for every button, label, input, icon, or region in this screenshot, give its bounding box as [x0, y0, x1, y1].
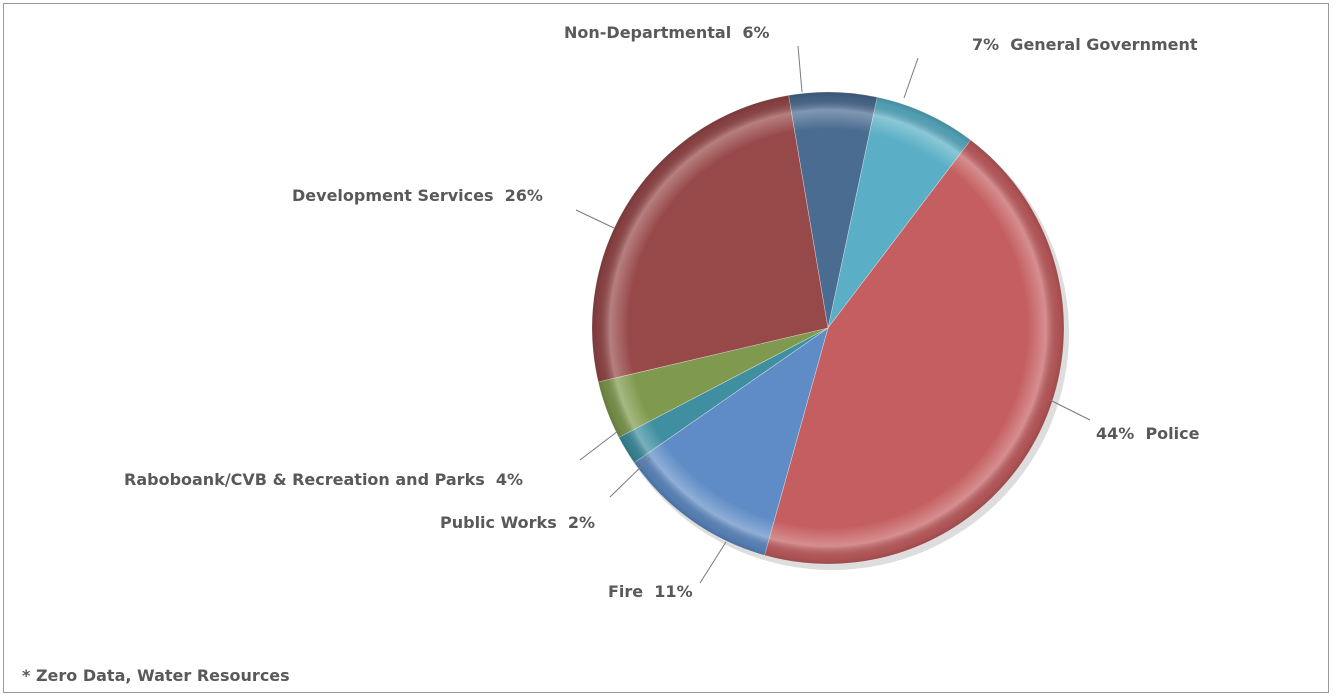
slice-label-general-government: 7% General Government	[972, 35, 1198, 54]
leader-line-general-government	[903, 57, 919, 99]
leader-line-non-departmental	[797, 45, 803, 93]
slice-label-public-works: Public Works 2%	[440, 513, 595, 532]
slice-label-raboboank-recreation-parks: Raboboank/CVB & Recreation and Parks 4%	[124, 470, 523, 489]
slice-label-police: 44% Police	[1096, 424, 1200, 443]
leader-line-development-services	[575, 209, 615, 229]
leader-line-fire	[699, 541, 727, 584]
slice-label-non-departmental: Non-Departmental 6%	[564, 23, 769, 42]
leader-line-public-works	[609, 457, 651, 498]
leader-line-police	[1049, 399, 1091, 421]
slice-label-fire: Fire 11%	[608, 582, 693, 601]
slice-label-development-services: Development Services 26%	[292, 186, 543, 205]
chart-footnote: * Zero Data, Water Resources	[22, 666, 290, 685]
leader-line-raboboank-recreation-parks	[579, 430, 619, 461]
